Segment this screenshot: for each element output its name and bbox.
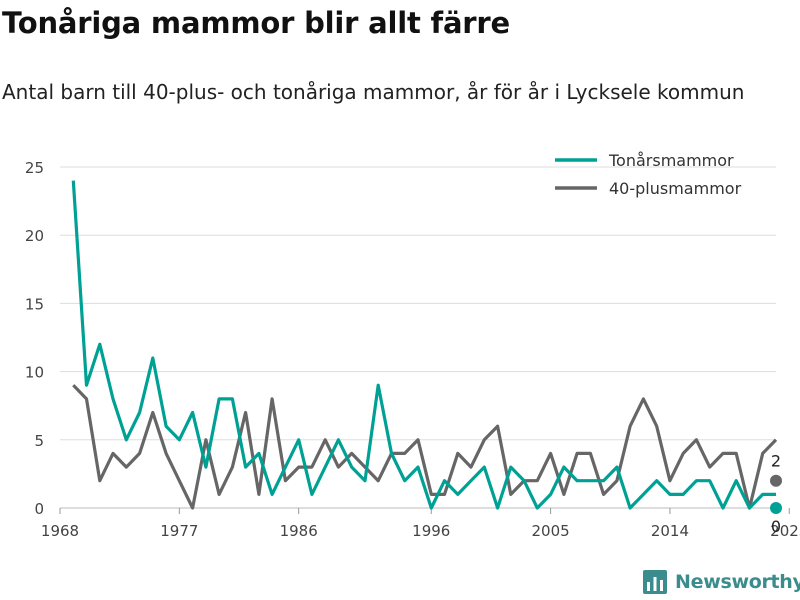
- bar-chart-logo-icon: [643, 570, 667, 594]
- chart-subtitle: Antal barn till 40-plus- och tonåriga ma…: [2, 80, 745, 104]
- x-tick-label-1986: 1986: [280, 522, 318, 540]
- end-point-40-plusmammor: [770, 474, 782, 487]
- y-tick-label-15: 15: [25, 295, 44, 313]
- x-axis: 1968 1977 1986 1996 2005 2014 2023: [41, 508, 800, 540]
- y-axis: 0 5 10 15 20 25: [25, 159, 44, 518]
- legend: Tonårsmammor 40-plusmammor: [555, 151, 742, 198]
- series-lines: [71, 180, 778, 510]
- legend-label-ton-rsmammor: Tonårsmammor: [608, 151, 734, 170]
- end-label-40-plusmammor: 2: [771, 452, 781, 471]
- newsworthy-logo: Newsworthy: [643, 568, 800, 596]
- end-point-ton-rsmammor: [770, 502, 782, 514]
- y-tick-label-5: 5: [34, 432, 44, 450]
- y-tick-label-10: 10: [25, 364, 44, 382]
- x-tick-label-2023: 2023: [770, 522, 800, 540]
- y-tick-label-25: 25: [25, 159, 44, 177]
- x-tick-label-1968: 1968: [41, 522, 79, 540]
- x-tick-label-1977: 1977: [160, 522, 198, 540]
- end-label-ton-rsmammor: 0: [771, 517, 781, 536]
- legend-label-40-plusmammor: 40-plusmammor: [609, 179, 742, 198]
- end-labels: 20: [770, 452, 782, 536]
- y-tick-label-20: 20: [25, 227, 44, 245]
- chart-title: Tonåriga mammor blir allt färre: [2, 6, 510, 40]
- x-tick-label-2014: 2014: [651, 522, 689, 540]
- x-tick-label-1996: 1996: [412, 522, 450, 540]
- brand-name: Newsworthy: [675, 571, 800, 593]
- y-tick-label-0: 0: [34, 500, 44, 518]
- x-tick-label-2005: 2005: [531, 522, 569, 540]
- series-line-ton-rsmammor: [71, 180, 776, 510]
- series-line-40-plusmammor: [72, 384, 778, 510]
